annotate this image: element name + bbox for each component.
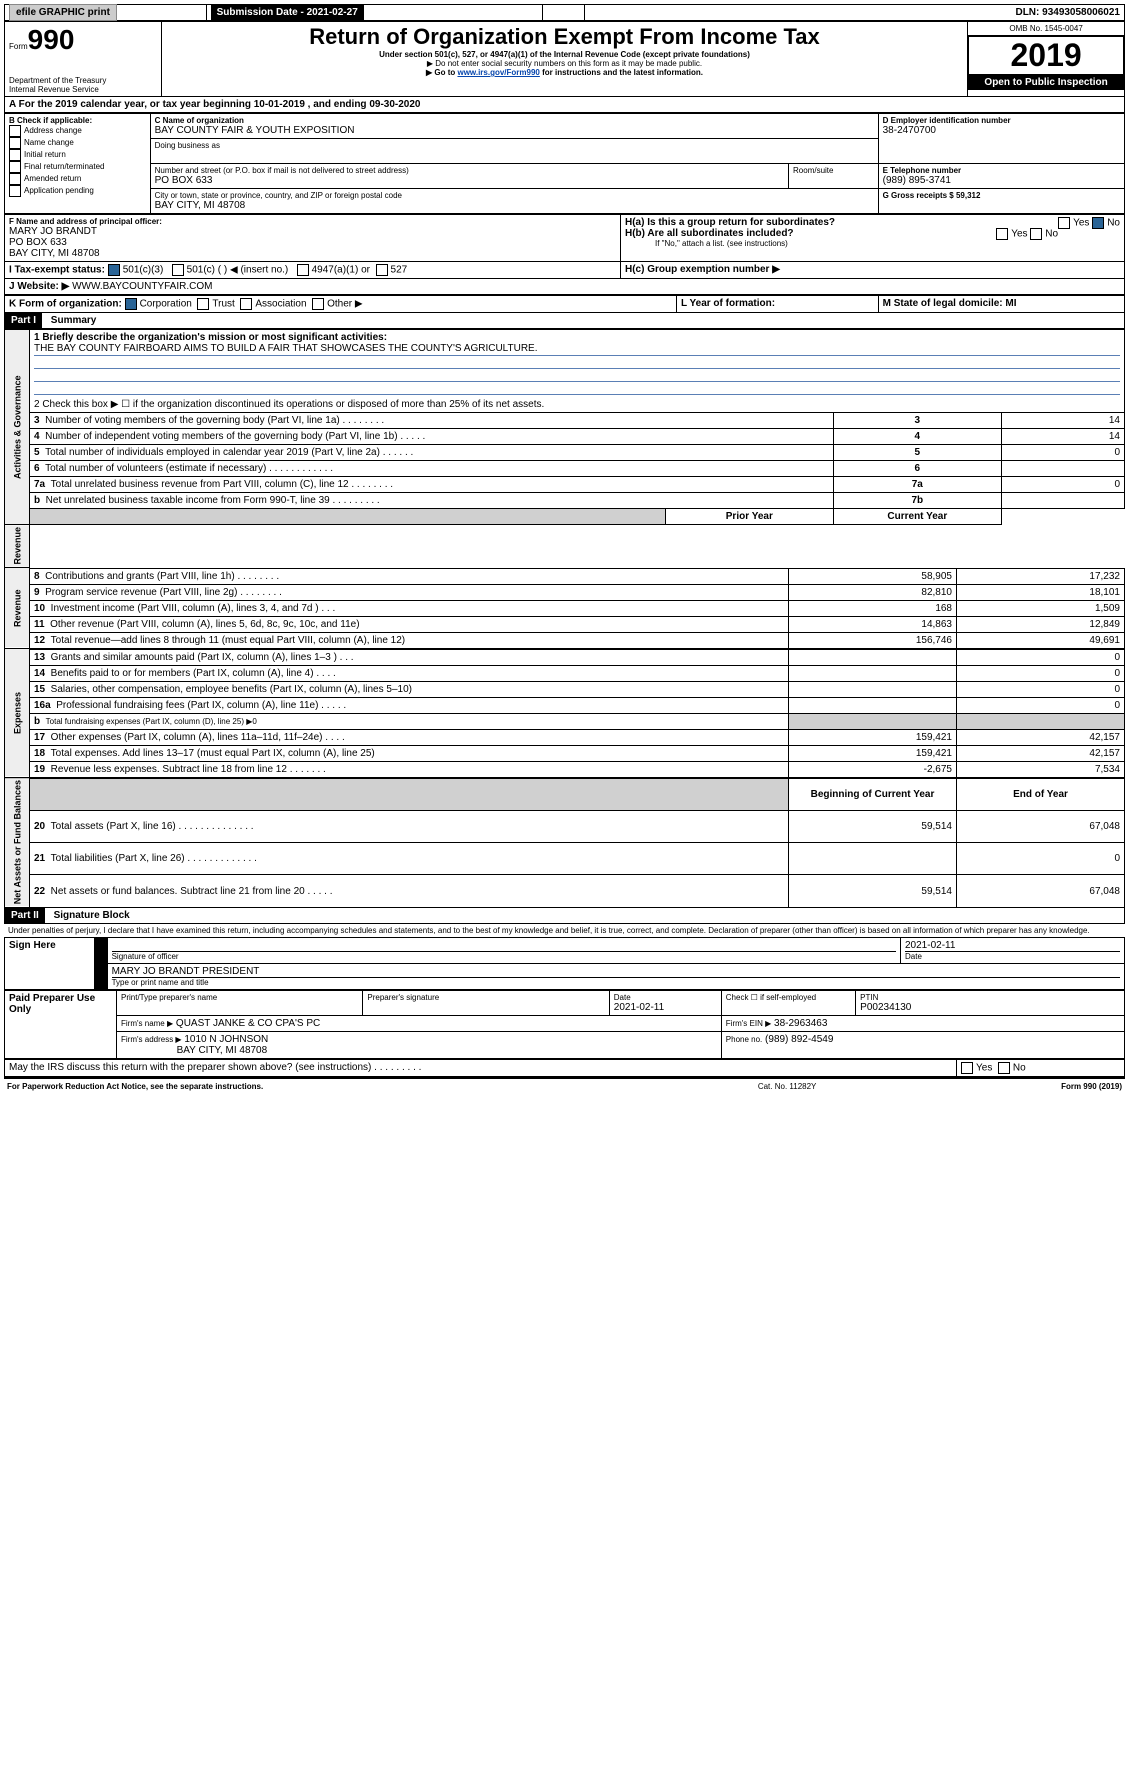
mission: THE BAY COUNTY FAIRBOARD AIMS TO BUILD A… bbox=[34, 343, 1120, 356]
firm-name: QUAST JANKE & CO CPA'S PC bbox=[176, 1018, 320, 1029]
ein: 38-2470700 bbox=[883, 125, 1120, 136]
subm-date: Submission Date - 2021-02-27 bbox=[211, 5, 364, 20]
firm-ein: 38-2963463 bbox=[774, 1018, 827, 1029]
revenue-table: Revenue8 Contributions and grants (Part … bbox=[4, 568, 1125, 649]
state-domicile: M State of legal domicile: MI bbox=[883, 298, 1017, 309]
netassets-table: Net Assets or Fund Balances Beginning of… bbox=[4, 778, 1125, 908]
part1-table: Activities & Governance 1 Briefly descri… bbox=[4, 329, 1125, 568]
vert-rev: Revenue bbox=[5, 525, 30, 568]
part2-hdr: Part II bbox=[5, 908, 45, 923]
form-header: Form990 Department of the Treasury Inter… bbox=[4, 21, 1125, 97]
vert-ag: Activities & Governance bbox=[5, 330, 30, 525]
main-title: Return of Organization Exempt From Incom… bbox=[166, 24, 963, 50]
top-bar: efile GRAPHIC print Submission Date - 20… bbox=[4, 4, 1125, 21]
website: WWW.BAYCOUNTYFAIR.COM bbox=[72, 281, 212, 292]
efile-btn[interactable]: efile GRAPHIC print bbox=[9, 4, 117, 21]
id-block: B Check if applicable: Address change Na… bbox=[4, 113, 1125, 214]
form-number: 990 bbox=[28, 24, 75, 55]
gross-receipts: G Gross receipts $ 59,312 bbox=[883, 191, 1120, 200]
ha-no-check bbox=[1092, 217, 1104, 229]
dln: DLN: 93493058006021 bbox=[585, 5, 1125, 21]
line-a: A For the 2019 calendar year, or tax yea… bbox=[4, 97, 1125, 113]
sign-here: Sign Here bbox=[5, 937, 95, 989]
firm-phone: (989) 892-4549 bbox=[765, 1034, 833, 1045]
org-addr: PO BOX 633 bbox=[155, 175, 784, 186]
tax-year: 2019 bbox=[968, 36, 1124, 75]
expenses-table: Expenses13 Grants and similar amounts pa… bbox=[4, 649, 1125, 778]
officer-name: MARY JO BRANDT PRESIDENT bbox=[112, 966, 1120, 978]
org-city: BAY CITY, MI 48708 bbox=[155, 200, 874, 211]
omb: OMB No. 1545-0047 bbox=[968, 22, 1124, 36]
part1-hdr: Part I bbox=[5, 313, 42, 328]
501c3-check bbox=[108, 264, 120, 276]
paid-preparer: Paid Preparer Use Only bbox=[5, 990, 117, 1058]
irs-link[interactable]: www.irs.gov/Form990 bbox=[457, 68, 539, 77]
dept: Department of the Treasury Internal Reve… bbox=[9, 76, 157, 94]
perjury-decl: Under penalties of perjury, I declare th… bbox=[4, 924, 1125, 937]
phone: (989) 895-3741 bbox=[883, 175, 1120, 186]
ptin: P00234130 bbox=[860, 1002, 1120, 1013]
corp-check bbox=[125, 298, 137, 310]
open-inspection: Open to Public Inspection bbox=[968, 75, 1124, 90]
org-name: BAY COUNTY FAIR & YOUTH EXPOSITION bbox=[155, 125, 874, 136]
